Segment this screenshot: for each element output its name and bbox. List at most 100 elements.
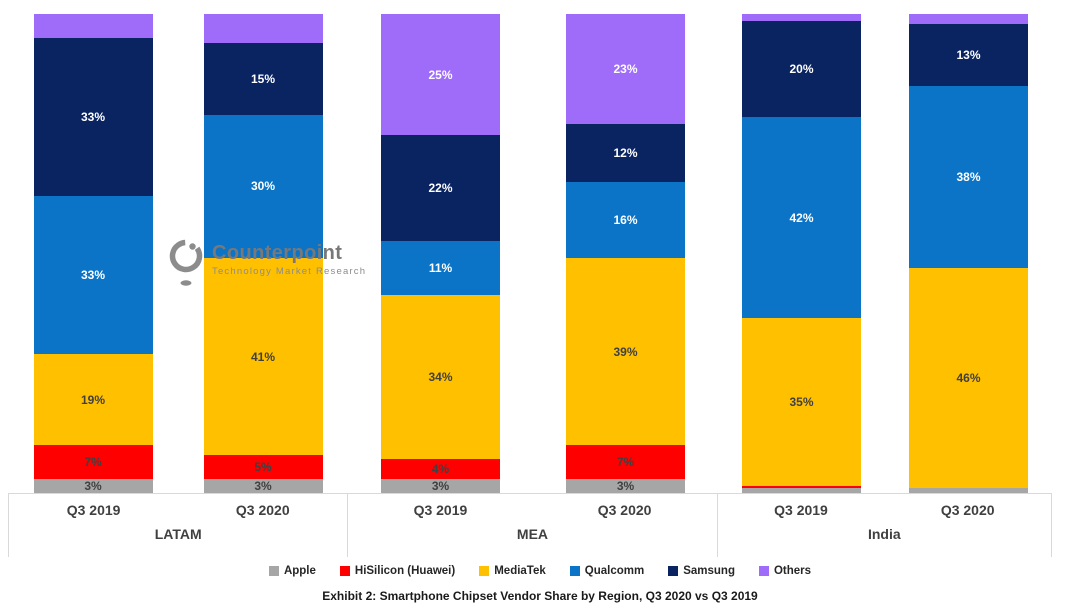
bar-segment-qualcomm: 16% <box>566 181 685 259</box>
bar-segment-label: 3% <box>616 478 635 493</box>
bar-segment-others <box>742 14 861 22</box>
quarter-row-india: Q3 2019 Q3 2020 <box>718 502 1051 518</box>
bar-segment-label: 7% <box>84 454 102 469</box>
region-label-latam: LATAM <box>154 526 202 542</box>
bar-segment-label: 34% <box>428 369 453 384</box>
bar-segment-label: 25% <box>428 67 453 82</box>
bar-segment-qualcomm: 42% <box>742 117 861 319</box>
legend-label-apple: Apple <box>283 565 316 577</box>
bar-segment-samsung: 20% <box>742 21 861 118</box>
legend-label-mediatek: MediaTek <box>494 565 546 577</box>
bar-segment-label: 3% <box>431 478 450 493</box>
bar-india-q3-2019: 35% 42% 20% <box>742 14 861 493</box>
bar-segment-qualcomm: 38% <box>909 85 1028 268</box>
bar-segment-label: 30% <box>250 179 276 194</box>
bar-segment-label: 16% <box>613 213 638 228</box>
logo-tagline: Technology Market Research <box>212 266 367 277</box>
bar-segment-label: 7% <box>616 454 635 469</box>
legend: Apple HiSilicon (Huawei) MediaTek Qualcomm S… <box>0 565 1080 577</box>
axis-group-mea: Q3 2019 Q3 2020 MEA <box>348 494 718 557</box>
bar-segment-label: 33% <box>80 110 106 125</box>
bar-segment-label: 3% <box>84 478 102 493</box>
legend-marker-hisilicon-huawei <box>339 566 350 576</box>
bar-segment-hisilicon-huawei: 7% <box>33 445 153 479</box>
bar-segment-apple <box>742 488 861 493</box>
bar-segment-samsung: 12% <box>566 124 685 182</box>
bar-segment-mediatek: 39% <box>566 258 685 446</box>
quarter-label-mea-q3-2019: Q3 2019 <box>413 502 468 518</box>
legend-marker-qualcomm <box>569 566 580 576</box>
legend-item-others: Others <box>758 565 812 577</box>
axis-band: Q3 2019 Q3 2020 LATAM Q3 2019 Q3 2020 MEA Q3 2… <box>8 493 1052 557</box>
bar-segment-samsung: 22% <box>381 135 500 242</box>
bar-segment-label: 23% <box>613 62 638 77</box>
bar-segment-mediatek: 41% <box>203 258 323 455</box>
quarter-label-latam-q3-2019: Q3 2019 <box>66 502 121 518</box>
region-label-india: India <box>867 526 901 542</box>
bar-segment-apple: 3% <box>203 478 323 493</box>
bar-segment-label: 15% <box>250 71 276 86</box>
legend-label-others: Others <box>773 565 812 577</box>
bar-segment-apple: 3% <box>381 478 500 493</box>
bar-segment-others <box>203 14 323 43</box>
legend-item-qualcomm: Qualcomm <box>569 565 645 577</box>
bar-segment-label: 20% <box>789 62 814 77</box>
bar-segment-qualcomm: 30% <box>203 114 323 259</box>
bar-group-mea: 3% 4% 34% 11% 22% 25% 3% 7% 39% 16% 12% 23% <box>348 0 718 493</box>
quarter-label-latam-q3-2020: Q3 2020 <box>235 502 290 518</box>
bar-mea-q3-2020: 3% 7% 39% 16% 12% 23% <box>566 14 685 493</box>
quarter-row-mea: Q3 2019 Q3 2020 <box>348 502 716 518</box>
bar-latam-q3-2020: 3% 5% 41% 30% 15% <box>203 14 323 493</box>
bar-segment-label: 5% <box>254 459 272 474</box>
bar-segment-qualcomm: 33% <box>33 196 153 355</box>
bar-segment-hisilicon-huawei: 5% <box>203 454 323 479</box>
logo-name: Counterpoint <box>212 242 343 264</box>
bar-segment-label: 3% <box>254 478 272 493</box>
bar-segment-others <box>33 14 153 38</box>
legend-label-hisilicon-huawei: HiSilicon (Huawei) <box>354 565 456 577</box>
bar-segment-label: 11% <box>428 261 453 276</box>
bar-latam-q3-2019: 3% 7% 19% 33% 33% <box>33 14 153 493</box>
logo-text: Counterpoint Technology Market Research <box>212 236 366 277</box>
bar-segment-label: 13% <box>956 47 981 62</box>
legend-marker-apple <box>268 566 279 576</box>
bar-segment-label: 19% <box>80 392 106 407</box>
bar-segment-mediatek: 34% <box>381 294 500 460</box>
bar-segment-label: 39% <box>613 344 638 359</box>
bar-segment-apple <box>909 488 1028 493</box>
quarter-row-latam: Q3 2019 Q3 2020 <box>9 502 347 518</box>
chart-caption: Exhibit 2: Smartphone Chipset Vendor Sha… <box>322 589 758 603</box>
legend-label-qualcomm: Qualcomm <box>584 565 645 577</box>
bar-group-latam: 3% 7% 19% 33% 33% 3% 5% 41% 30% 15% <box>8 0 348 493</box>
bar-segment-others: 25% <box>381 14 500 135</box>
quarter-label-india-q3-2019: Q3 2019 <box>774 502 828 518</box>
bar-mea-q3-2019: 3% 4% 34% 11% 22% 25% <box>381 14 500 493</box>
bar-segment-samsung: 13% <box>909 23 1028 86</box>
bar-segment-others: 23% <box>566 14 685 125</box>
legend-item-hisilicon-huawei: HiSilicon (Huawei) <box>339 565 456 577</box>
logo-dot <box>189 243 196 250</box>
bar-segment-samsung: 15% <box>203 42 323 115</box>
region-label-mea: MEA <box>516 526 549 542</box>
bar-segment-label: 4% <box>431 461 450 476</box>
bar-segment-mediatek: 35% <box>742 318 861 486</box>
quarter-label-mea-q3-2020: Q3 2020 <box>597 502 652 518</box>
legend-item-samsung: Samsung <box>668 565 735 577</box>
quarter-label-india-q3-2020: Q3 2020 <box>940 502 995 518</box>
logo-dash <box>180 280 192 286</box>
bar-segment-mediatek: 46% <box>909 267 1028 489</box>
bar-segment-label: 12% <box>613 145 638 160</box>
legend-item-mediatek: MediaTek <box>479 565 546 577</box>
bar-segment-others <box>909 14 1028 24</box>
bar-segment-label: 22% <box>428 181 453 196</box>
bar-segment-label: 35% <box>789 395 814 409</box>
bar-group-india: 35% 42% 20% 46% 38% 13% <box>718 0 1052 493</box>
bar-segment-label: 42% <box>789 210 814 225</box>
legend-marker-mediatek <box>479 566 490 576</box>
bar-segment-hisilicon-huawei: 7% <box>566 445 685 479</box>
bar-segment-label: 38% <box>956 169 981 184</box>
counterpoint-logo-icon <box>169 239 203 286</box>
bar-segment-label: 46% <box>956 371 981 386</box>
bar-segment-hisilicon-huawei: 4% <box>381 459 500 479</box>
